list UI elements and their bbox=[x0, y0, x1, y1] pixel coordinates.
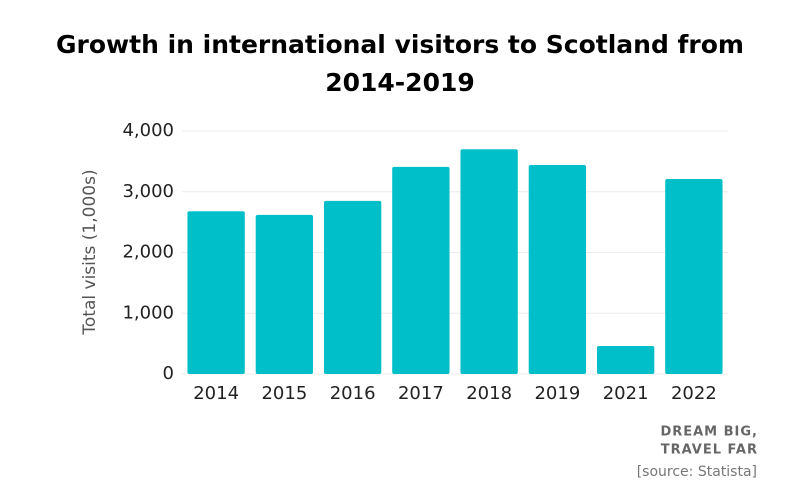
x-tick-label: 2018 bbox=[466, 383, 512, 404]
x-tick-label: 2022 bbox=[671, 383, 717, 404]
bar bbox=[187, 211, 245, 374]
y-tick-label: 4,000 bbox=[122, 120, 174, 141]
bar bbox=[323, 200, 382, 374]
bar bbox=[528, 165, 587, 374]
bar bbox=[665, 178, 723, 374]
y-axis-label: Total visits (1,000s) bbox=[80, 169, 100, 335]
x-tick-label: 2016 bbox=[330, 383, 376, 404]
bar bbox=[596, 346, 655, 374]
x-tick-label: 2021 bbox=[603, 383, 649, 404]
x-tick-label: 2019 bbox=[534, 383, 580, 404]
watermark: DREAM BIG, bbox=[660, 425, 758, 440]
x-tick-label: 2017 bbox=[398, 383, 444, 404]
bar bbox=[255, 214, 314, 374]
bar bbox=[392, 166, 450, 374]
chart-title: Growth in international visitors to Scot… bbox=[56, 30, 744, 97]
y-tick-label: 2,000 bbox=[122, 242, 174, 263]
y-tick-label: 1,000 bbox=[122, 302, 174, 323]
bar bbox=[460, 149, 518, 374]
x-tick-label: 2014 bbox=[193, 383, 239, 404]
y-tick-label: 0 bbox=[163, 363, 174, 384]
y-tick-label: 3,000 bbox=[122, 181, 174, 202]
watermark: TRAVEL FAR bbox=[661, 443, 758, 458]
source: [source: Statista] bbox=[637, 464, 757, 480]
x-tick-label: 2015 bbox=[261, 383, 307, 404]
